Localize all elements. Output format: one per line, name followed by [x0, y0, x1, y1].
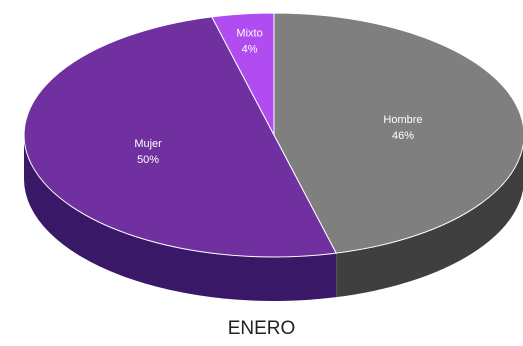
- pie-side-mujer: [24, 135, 337, 301]
- pie-side-hombre: [336, 145, 523, 298]
- slice-label-mixto: Mixto: [236, 28, 262, 40]
- pie-slice-hombre: [273, 12, 523, 254]
- pie-slice-mujer: [23, 16, 337, 258]
- pie-sides: [24, 135, 523, 301]
- slice-label-mujer: Mujer: [134, 138, 162, 150]
- pie-slices: [23, 12, 523, 258]
- pie-labels: Hombre 46% Mujer 50% Mixto 4%: [134, 28, 422, 166]
- slice-label-hombre: Hombre: [383, 114, 422, 126]
- chart-title: ENERO: [227, 318, 296, 339]
- slice-value-mujer: 50%: [137, 154, 159, 166]
- slice-value-mixto: 4%: [242, 44, 258, 56]
- pie-slice-mixto: [211, 12, 275, 136]
- slice-value-hombre: 46%: [392, 130, 414, 142]
